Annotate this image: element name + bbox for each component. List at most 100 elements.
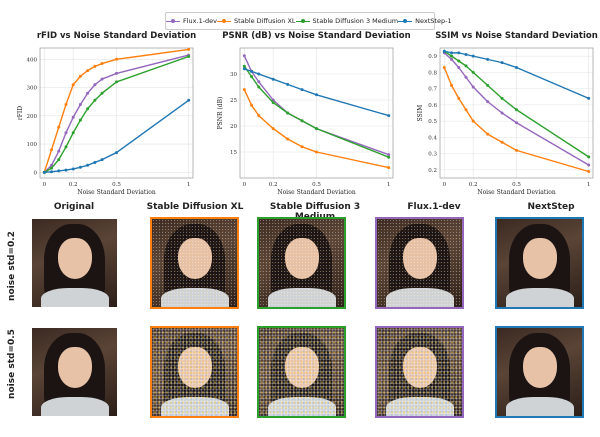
data-point-stable-diffusion-xl: [64, 103, 68, 107]
data-point-flux-1-dev: [115, 71, 118, 75]
data-point-stable-diffusion-3-medium: [457, 59, 461, 63]
data-point-nextstep-1: [500, 61, 504, 65]
data-point-nextstep-1: [471, 54, 475, 58]
y-tick-label: 0.6: [428, 103, 437, 109]
psnr-chart: PSNR (dB) vs Noise Standard Deviation 15 2…: [217, 31, 411, 196]
portrait-flux-1-dev-noise-05: [375, 326, 464, 418]
portrait-face: [177, 238, 212, 279]
data-point-flux-1-dev: [587, 163, 591, 167]
portrait-body: [505, 287, 574, 307]
y-axis-label: rFID: [17, 106, 24, 120]
data-point-flux-1-dev: [93, 83, 97, 87]
data-point-flux-1-dev: [450, 57, 454, 61]
data-point-flux-1-dev: [387, 153, 391, 157]
data-point-nextstep-1: [64, 168, 68, 172]
data-point-stable-diffusion-xl: [286, 137, 290, 141]
portrait-body: [267, 287, 336, 307]
data-point-stable-diffusion-xl: [250, 103, 254, 107]
data-point-stable-diffusion-xl: [515, 148, 518, 152]
data-point-stable-diffusion-3-medium: [257, 85, 261, 89]
data-point-stable-diffusion-xl: [93, 64, 97, 68]
y-tick-label: 0.2: [428, 168, 437, 174]
legend-item-nextstep: NextStep-1: [398, 17, 452, 25]
data-point-nextstep-1: [115, 151, 118, 155]
data-point-stable-diffusion-xl: [457, 96, 461, 100]
data-point-flux-1-dev: [64, 131, 68, 135]
data-point-flux-1-dev: [500, 111, 504, 115]
portrait-face: [57, 347, 92, 388]
data-point-stable-diffusion-xl: [257, 114, 261, 118]
y-tick-label: 0.8: [428, 70, 437, 76]
legend-swatch-flux: [166, 18, 180, 24]
data-point-nextstep-1: [442, 49, 446, 53]
data-point-stable-diffusion-3-medium: [100, 91, 104, 95]
x-axis-label: Noise Standard Deviation: [277, 189, 356, 196]
x-tick-label: 0.5: [112, 182, 121, 188]
data-point-nextstep-1: [587, 96, 591, 100]
legend-item-sd3: Stable Diffusion 3 Medium: [295, 17, 399, 25]
data-point-stable-diffusion-xl: [100, 62, 104, 66]
data-point-nextstep-1: [271, 77, 275, 81]
legend-swatch-sd3: [295, 18, 310, 24]
data-point-stable-diffusion-3-medium: [315, 127, 318, 131]
y-tick-label: 25: [230, 98, 237, 104]
data-point-nextstep-1: [486, 57, 490, 61]
data-point-stable-diffusion-xl: [486, 132, 490, 136]
portrait-body: [267, 396, 336, 416]
plot-frame: [439, 47, 594, 179]
data-point-nextstep-1: [464, 53, 468, 56]
chart-legend: Flux.1-dev Stable Diffusion XL Stable Di…: [165, 12, 452, 30]
legend-label-sd3: Stable Diffusion 3 Medium: [312, 17, 399, 25]
data-point-nextstep-1: [242, 67, 246, 71]
data-point-flux-1-dev: [86, 91, 90, 95]
data-point-stable-diffusion-3-medium: [50, 166, 54, 170]
data-point-flux-1-dev: [50, 163, 54, 167]
y-axis-label: PSNR (dB): [217, 97, 224, 130]
y-tick-label: 0.4: [428, 135, 437, 141]
data-point-stable-diffusion-xl: [242, 88, 246, 92]
data-point-nextstep-1: [71, 167, 75, 171]
row-label-noise-05: noise std=0.5: [7, 329, 17, 399]
portrait-original-noise-02: [30, 217, 119, 309]
data-point-flux-1-dev: [257, 80, 261, 84]
legend-swatch-nextstep: [398, 18, 413, 24]
portrait-face: [284, 238, 319, 279]
portrait-face: [522, 238, 557, 279]
legend-item-flux: Flux.1-dev: [166, 17, 217, 25]
y-tick-label: 300: [27, 86, 38, 92]
ssim-chart: SSIM vs Noise Standard Deviation 0.2 0.3 0.…: [417, 31, 598, 196]
y-tick-label: 20: [230, 124, 237, 130]
data-point-stable-diffusion-xl: [587, 170, 591, 173]
data-point-stable-diffusion-xl: [50, 148, 54, 152]
data-point-nextstep-1: [457, 51, 461, 55]
x-tick-label: 0.2: [269, 182, 278, 188]
data-point-nextstep-1: [100, 158, 104, 162]
data-point-stable-diffusion-3-medium: [86, 107, 90, 111]
y-tick-label: 200: [27, 114, 38, 120]
data-point-stable-diffusion-3-medium: [93, 98, 97, 102]
portrait-body: [160, 287, 229, 307]
data-point-flux-1-dev: [271, 98, 275, 102]
portrait-flux-1-dev-noise-02: [375, 217, 464, 309]
data-point-stable-diffusion-xl: [71, 83, 75, 87]
portrait-stable-diffusion-xl-noise-02: [150, 217, 239, 309]
y-tick-label: 0.3: [428, 152, 437, 158]
row-label-noise-02: noise std=0.2: [7, 231, 17, 301]
series-line-stable-diffusion-xl: [243, 89, 389, 169]
data-point-stable-diffusion-3-medium: [115, 80, 118, 84]
data-point-flux-1-dev: [471, 85, 475, 89]
x-tick-label: 0: [443, 182, 447, 188]
data-point-stable-diffusion-3-medium: [271, 101, 275, 105]
series-line-stable-diffusion-3-medium: [243, 65, 389, 158]
portrait-body: [40, 287, 109, 307]
portrait-body: [160, 396, 229, 416]
portrait-face: [402, 238, 437, 279]
x-axis-label: Noise Standard Deviation: [477, 189, 556, 196]
y-tick-label: 400: [27, 57, 38, 63]
data-point-stable-diffusion-3-medium: [250, 75, 254, 79]
data-point-flux-1-dev: [71, 115, 75, 119]
portrait-body: [385, 287, 454, 307]
data-point-nextstep-1: [86, 163, 90, 167]
data-point-nextstep-1: [57, 169, 61, 173]
x-tick-label: 0.2: [469, 182, 478, 188]
